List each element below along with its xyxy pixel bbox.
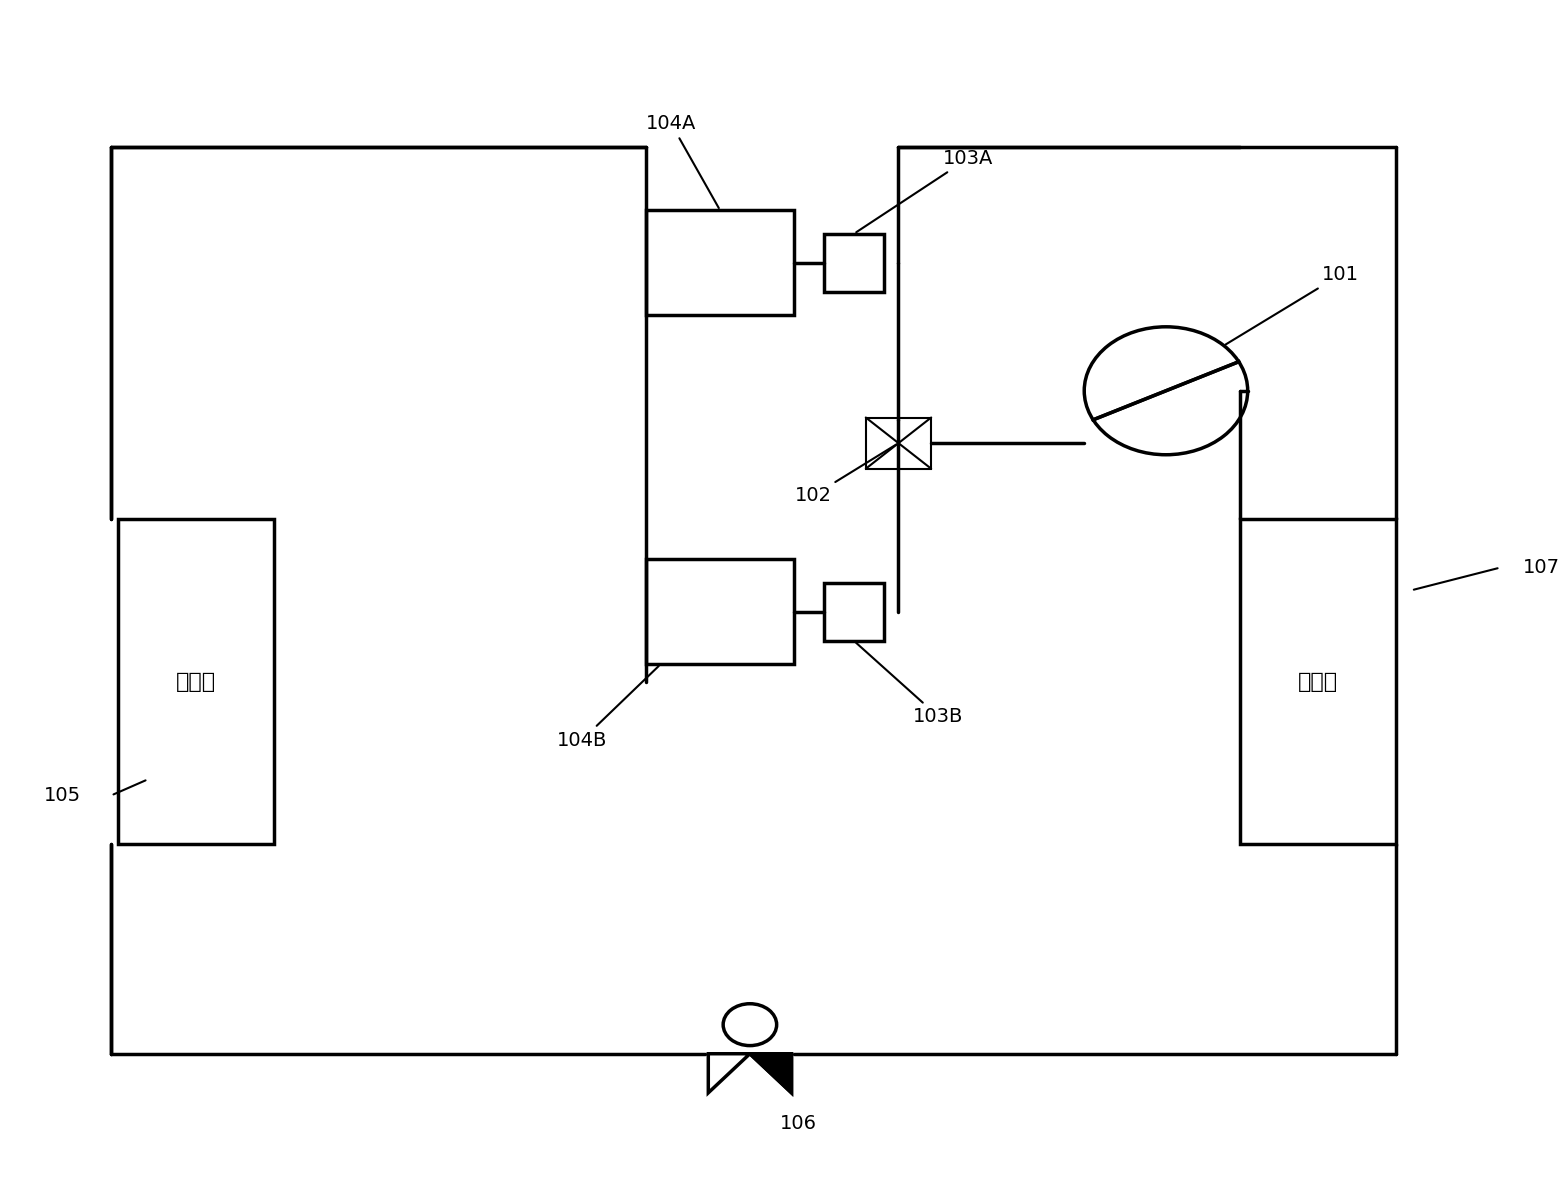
Bar <box>646 211 795 315</box>
Polygon shape <box>749 1053 791 1092</box>
Circle shape <box>723 1004 777 1045</box>
Text: 103A: 103A <box>857 149 993 232</box>
Polygon shape <box>709 1053 749 1092</box>
Text: 104B: 104B <box>557 666 659 750</box>
Circle shape <box>1085 327 1247 454</box>
Text: 101: 101 <box>1225 265 1360 345</box>
Text: 102: 102 <box>795 445 896 505</box>
Text: 103B: 103B <box>855 643 963 726</box>
Bar <box>646 559 795 664</box>
Bar <box>866 418 932 468</box>
Text: 105: 105 <box>44 786 81 805</box>
Polygon shape <box>749 1053 791 1092</box>
Text: 蒸发器: 蒸发器 <box>1299 672 1338 692</box>
Bar <box>1241 519 1396 844</box>
Bar <box>119 519 275 844</box>
Bar <box>824 234 884 292</box>
Text: 106: 106 <box>779 1115 816 1133</box>
Text: 107: 107 <box>1522 558 1559 577</box>
Bar <box>824 583 884 640</box>
Text: 104A: 104A <box>646 114 718 208</box>
Text: 冷凝器: 冷凝器 <box>176 672 217 692</box>
